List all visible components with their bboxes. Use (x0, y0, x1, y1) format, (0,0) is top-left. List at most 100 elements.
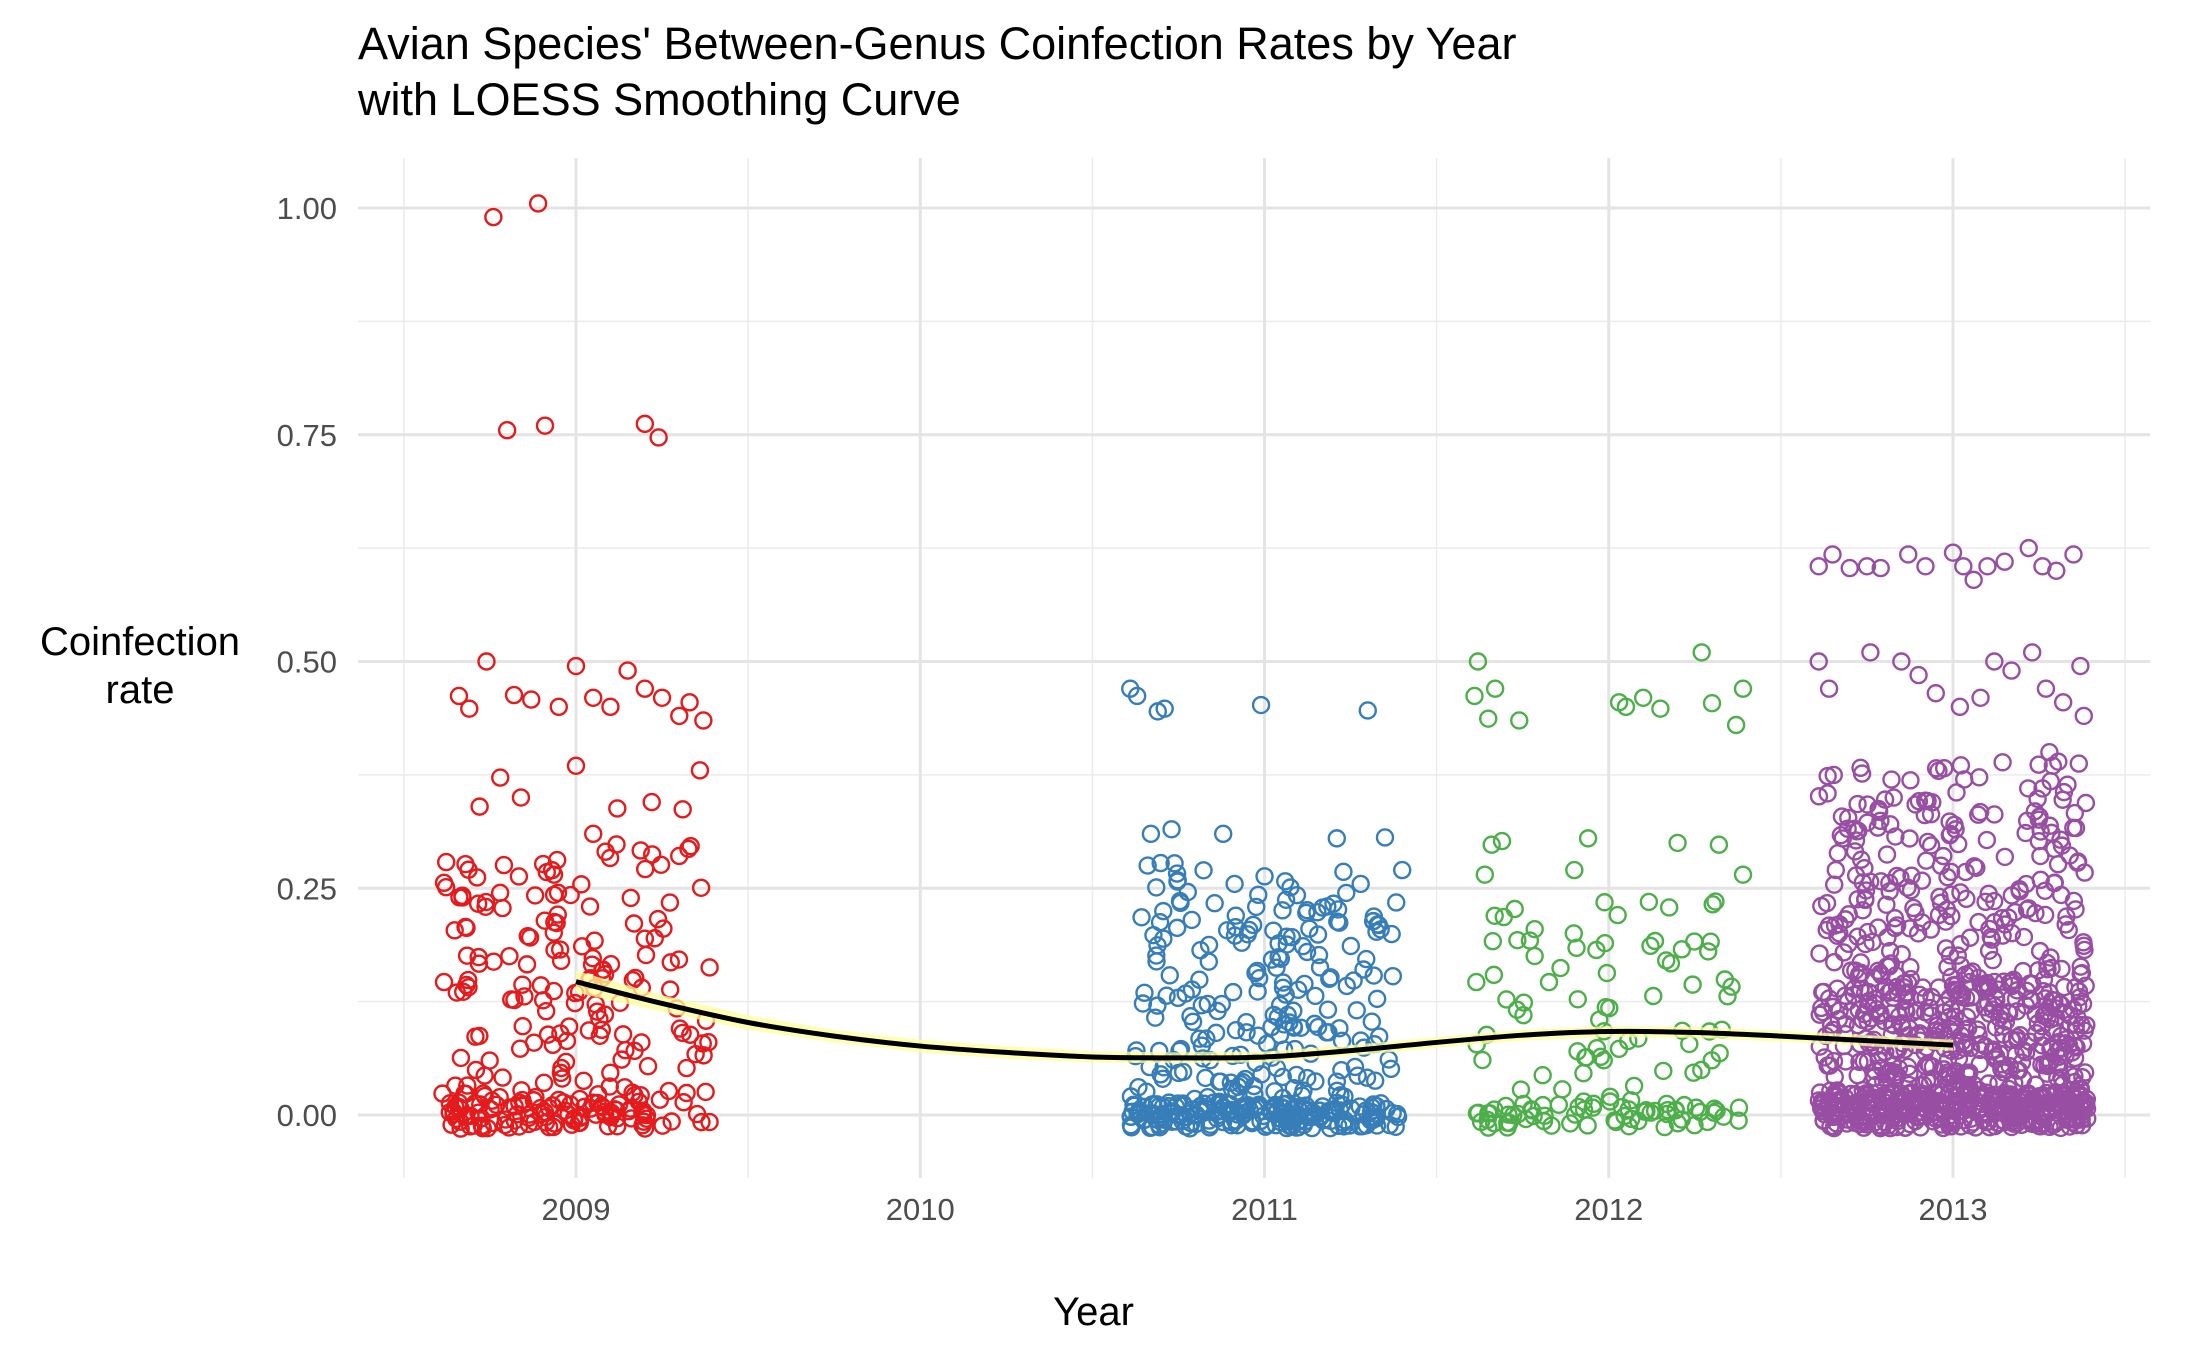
data-point (2028, 789, 2047, 809)
data-point (1182, 980, 1202, 999)
data-point (1858, 1052, 1878, 1071)
data-point (1825, 953, 1844, 972)
data-point (2018, 1084, 2038, 1103)
data-point (1872, 966, 1891, 985)
data-point (1950, 697, 1970, 717)
data-point (636, 945, 656, 965)
data-point (1892, 945, 1911, 964)
data-point (662, 1112, 681, 1131)
data-point (1986, 1018, 2006, 1037)
x-tick-label: 2011 (1231, 1192, 1298, 1227)
data-point (584, 688, 603, 707)
data-point (1597, 963, 1617, 983)
data-point (1827, 1083, 1847, 1102)
data-point (1165, 854, 1184, 873)
data-point (2041, 771, 2060, 791)
data-point (590, 1026, 610, 1046)
data-point (1639, 892, 1659, 912)
data-point (451, 1048, 471, 1068)
data-point (1977, 830, 1997, 850)
data-point (1892, 1014, 1911, 1033)
data-point (1877, 845, 1897, 864)
data-point (1348, 1066, 1367, 1085)
data-point (474, 1084, 493, 1103)
data-point (574, 1071, 593, 1091)
data-point (1154, 901, 1173, 921)
data-point (1367, 989, 1387, 1009)
data-point (700, 958, 719, 977)
data-point (677, 1083, 696, 1103)
data-point (566, 656, 586, 676)
y-tick-label: 0.00 (277, 1098, 337, 1133)
data-point (626, 968, 645, 988)
data-point (1886, 827, 1905, 846)
data-point (544, 865, 564, 884)
data-point (1347, 1001, 1366, 1020)
data-point (1959, 1098, 1978, 1117)
data-point (1856, 890, 1875, 910)
data-point (1248, 982, 1267, 1001)
y-tick-label: 0.75 (277, 418, 337, 453)
data-point (1367, 1109, 1386, 1128)
data-point (696, 1082, 715, 1102)
data-point (1256, 1117, 1275, 1136)
data-point (1234, 1098, 1253, 1117)
series-2009 (433, 194, 719, 1138)
data-point (1899, 545, 1918, 564)
data-point (2072, 1106, 2091, 1126)
data-point (1939, 1007, 1959, 1027)
data-point (637, 1105, 657, 1125)
data-point (1276, 890, 1296, 909)
data-point (1985, 652, 2004, 671)
data-point (1668, 833, 1687, 853)
data-point (1129, 1077, 1148, 1097)
data-point (654, 919, 673, 938)
data-point (1284, 1078, 1304, 1098)
data-point (1150, 913, 1170, 932)
data-point (1482, 835, 1501, 854)
y-axis-label-line-2: rate (105, 668, 175, 712)
data-point (1583, 1098, 1603, 1117)
scatter-points (433, 194, 2097, 1138)
data-point (457, 918, 476, 938)
data-point (1127, 686, 1147, 706)
data-point (2002, 924, 2022, 943)
data-point (1971, 688, 1990, 707)
data-point (1505, 899, 1524, 919)
data-point (1293, 937, 1313, 956)
data-point (538, 1025, 558, 1044)
data-point (1970, 1054, 1989, 1074)
data-point (1308, 1017, 1328, 1037)
data-point (1880, 882, 1899, 901)
data-point (1869, 1115, 1888, 1135)
data-point (1896, 1118, 1915, 1137)
data-point (1982, 930, 2002, 949)
data-point (1868, 918, 1888, 937)
data-point (2022, 643, 2042, 662)
data-point (650, 1090, 670, 1109)
data-point (470, 1026, 489, 1046)
data-point (2049, 752, 2068, 771)
data-point (1134, 1111, 1153, 1130)
data-point (1146, 1008, 1165, 1027)
data-point (1167, 918, 1187, 938)
data-point (1369, 915, 1389, 935)
data-point (1281, 878, 1300, 897)
data-point (1132, 908, 1151, 927)
data-point (1710, 1044, 1729, 1063)
data-point (1211, 1094, 1230, 1114)
data-point (2052, 959, 2071, 979)
data-point (1964, 570, 1983, 590)
data-point (1974, 1110, 1993, 1129)
data-point (1995, 552, 2014, 571)
data-point (1938, 957, 1957, 977)
data-point (1947, 783, 1966, 802)
data-point (1910, 985, 1929, 1005)
data-point (635, 1119, 655, 1138)
data-point (1467, 972, 1486, 992)
data-point (515, 987, 534, 1006)
data-point (1166, 1097, 1186, 1116)
data-point (1809, 787, 1829, 806)
data-point (1884, 1016, 1903, 1035)
data-point (2073, 1068, 2092, 1087)
